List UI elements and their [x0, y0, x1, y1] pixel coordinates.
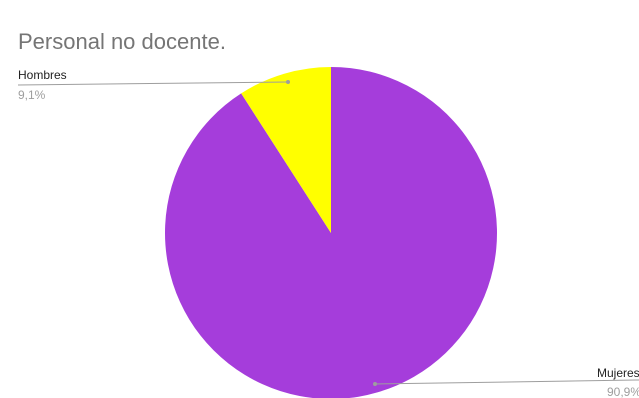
callout-hombres: Hombres 9,1% — [17, 68, 290, 102]
callout-mujeres: Mujeres 90,9% — [373, 366, 639, 398]
slice-label-mujeres: Mujeres — [597, 366, 639, 380]
leader-dot-mujeres — [373, 382, 377, 386]
pie-slice-mujeres — [165, 67, 497, 398]
slice-percent-hombres: 9,1% — [18, 88, 46, 102]
leader-line-mujeres — [374, 379, 639, 385]
pie-slice-hombres — [241, 67, 331, 233]
slice-label-hombres: Hombres — [18, 68, 67, 82]
slice-percent-mujeres: 90,9% — [607, 385, 639, 398]
leader-line-hombres — [17, 81, 289, 86]
chart-title: Personal no docente. — [18, 29, 226, 54]
pie-slices — [165, 67, 497, 398]
leader-dot-hombres — [286, 80, 290, 84]
